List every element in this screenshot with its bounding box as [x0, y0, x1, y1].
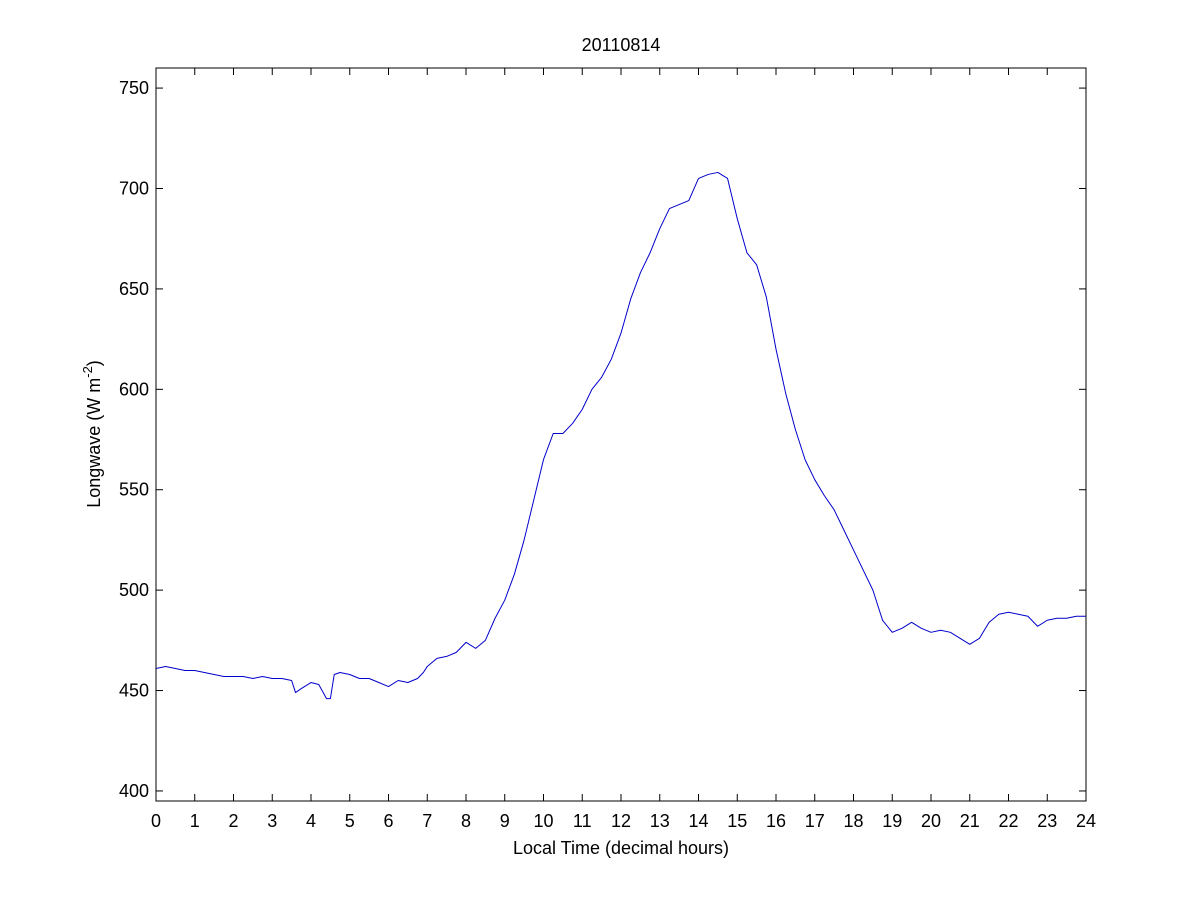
- y-tick-label: 500: [119, 580, 149, 600]
- y-tick-label: 550: [119, 480, 149, 500]
- x-tick-label: 21: [960, 811, 980, 831]
- x-tick-label: 24: [1076, 811, 1096, 831]
- y-axis-label-main: Longwave (W m: [84, 378, 104, 508]
- y-tick-label: 400: [119, 781, 149, 801]
- x-tick-label: 18: [843, 811, 863, 831]
- plot-area: [155, 67, 1087, 802]
- axis-ticks: 0 1 2 3 4 5 6 7 8 9 10 11 12 13 14 15 16 17 18 19 20 21 22 23 24…: [119, 68, 1096, 831]
- x-tick-label: 1: [190, 811, 200, 831]
- x-tick-label: 13: [650, 811, 670, 831]
- x-tick-label: 23: [1037, 811, 1057, 831]
- y-axis-label-superscript: -2: [80, 366, 95, 378]
- chart-title: 20110814: [582, 35, 661, 55]
- y-tick-label: 650: [119, 279, 149, 299]
- y-tick-label: 600: [119, 379, 149, 399]
- x-tick-label: 6: [383, 811, 393, 831]
- x-tick-label: 17: [805, 811, 825, 831]
- x-tick-label: 20: [921, 811, 941, 831]
- x-tick-label: 2: [228, 811, 238, 831]
- y-tick-label: 450: [119, 681, 149, 701]
- x-tick-label: 14: [688, 811, 708, 831]
- x-tick-label: 15: [727, 811, 747, 831]
- x-tick-label: 11: [573, 811, 592, 831]
- x-tick-label: 8: [461, 811, 471, 831]
- x-tick-label: 12: [611, 811, 631, 831]
- x-tick-label: 22: [998, 811, 1018, 831]
- x-tick-label: 19: [882, 811, 902, 831]
- x-tick-label: 10: [533, 811, 553, 831]
- x-tick-label: 0: [151, 811, 161, 831]
- x-tick-label: 5: [345, 811, 355, 831]
- y-axis-label-close: ): [84, 360, 104, 366]
- series-line: [155, 171, 1086, 700]
- x-tick-label: 4: [306, 811, 316, 831]
- x-tick-label: 16: [766, 811, 786, 831]
- y-axis-label: Longwave (W m-2): [80, 360, 104, 508]
- x-axis-label: Local Time (decimal hours): [513, 838, 729, 858]
- y-tick-label: 700: [119, 178, 149, 198]
- y-tick-label: 750: [119, 78, 149, 98]
- x-tick-label: 7: [422, 811, 432, 831]
- series-layer: [155, 171, 1086, 700]
- x-tick-label: 3: [267, 811, 277, 831]
- x-tick-label: 9: [500, 811, 510, 831]
